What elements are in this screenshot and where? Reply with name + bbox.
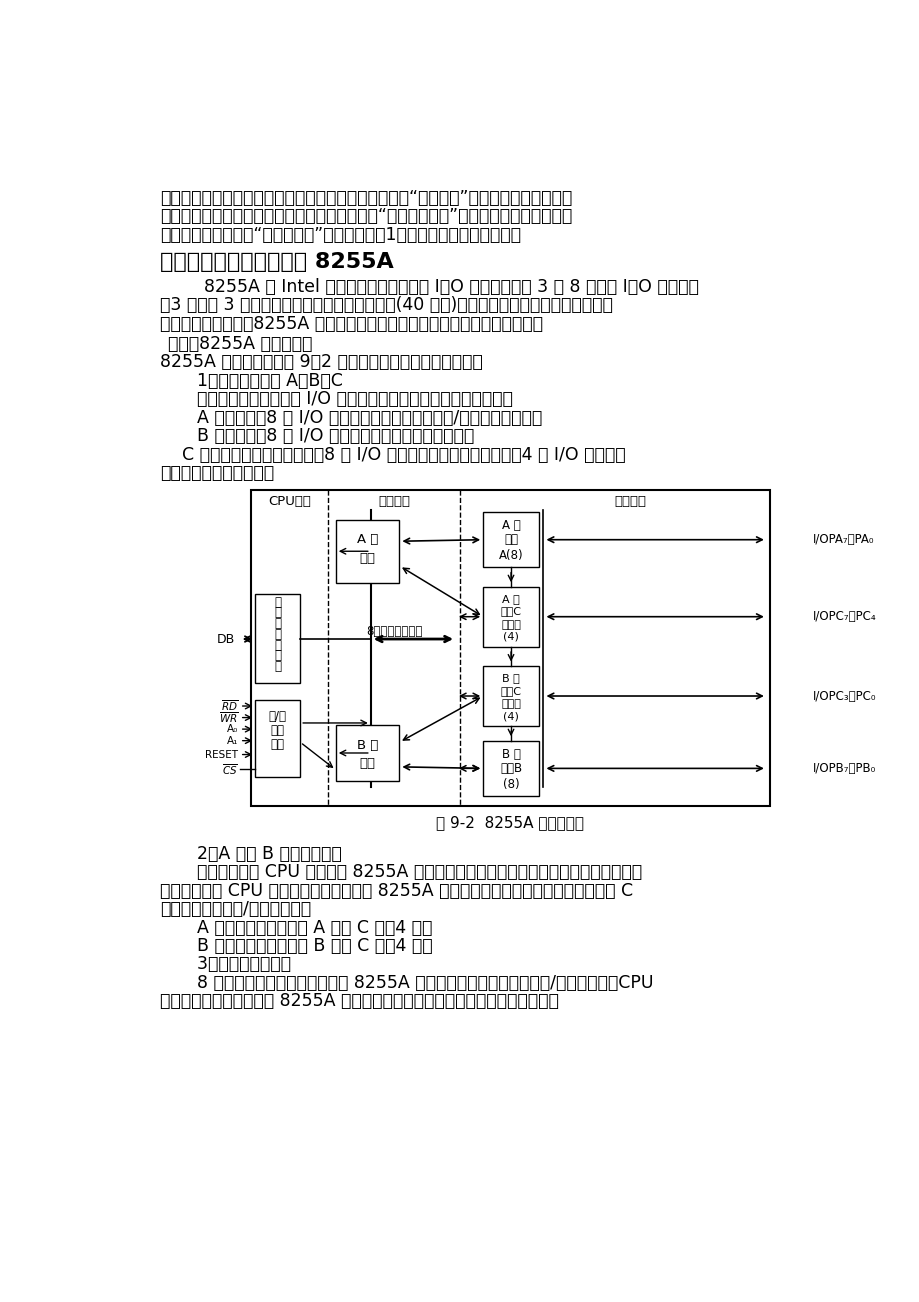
Text: 控制: 控制 xyxy=(359,758,375,771)
Text: 用灵活、通用性强。8255A 可作为单片机与多种外设连接时的中间接口电路。: 用灵活、通用性强。8255A 可作为单片机与多种外设连接时的中间接口电路。 xyxy=(160,315,542,333)
Text: 器，可以根据 CPU 送来的编程命令来控制 8255A 的工作方式，也可以根据编程命令来对 C: 器，可以根据 CPU 送来的编程命令来控制 8255A 的工作方式，也可以根据编… xyxy=(160,881,632,900)
Text: I/OPB₇～PB₀: I/OPB₇～PB₀ xyxy=(811,762,875,775)
Text: 控制: 控制 xyxy=(359,552,375,565)
Text: I/OPC₇～PC₄: I/OPC₇～PC₄ xyxy=(811,611,875,624)
Bar xyxy=(482,512,539,568)
Text: 2．A 组和 B 组的控制电路: 2．A 组和 B 组的控制电路 xyxy=(176,845,342,863)
Text: A₁: A₁ xyxy=(227,736,238,746)
Text: 外部接口: 外部接口 xyxy=(614,495,646,508)
Text: A 组: A 组 xyxy=(501,519,520,533)
Bar xyxy=(482,667,539,727)
Text: $\overline{CS}$: $\overline{CS}$ xyxy=(222,762,238,776)
Text: 总: 总 xyxy=(274,617,281,630)
Text: 8255A 的内部结构如图 9－2 所示，主要包括以下几个部分：: 8255A 的内部结构如图 9－2 所示，主要包括以下几个部分： xyxy=(160,353,482,371)
Text: 线: 线 xyxy=(274,628,281,641)
Text: （一）8255A 的内部结构: （一）8255A 的内部结构 xyxy=(167,335,312,353)
Text: 1．三个数据端口 A，B，C: 1．三个数据端口 A，B，C xyxy=(176,372,343,389)
Text: 口的指定位进行置/复位的操作。: 口的指定位进行置/复位的操作。 xyxy=(160,900,311,918)
Text: 冲: 冲 xyxy=(274,650,281,663)
Text: 器: 器 xyxy=(274,660,281,673)
Text: $\overline{RD}$: $\overline{RD}$ xyxy=(221,699,238,713)
Text: 端口: 端口 xyxy=(504,534,517,547)
Bar xyxy=(250,491,769,806)
Text: A 口：独立的8 位 I/O 口，它的内部有对数据输入/输出的锁存功能。: A 口：独立的8 位 I/O 口，它的内部有对数据输入/输出的锁存功能。 xyxy=(176,409,542,427)
Bar xyxy=(482,741,539,796)
Text: 位，并且将数据送往外设，同时，接口往外设发送一个“启动信号”来启动外设接收数据。: 位，并且将数据送往外设，同时，接口往外设发送一个“启动信号”来启动外设接收数据。 xyxy=(160,189,572,207)
Text: 控制: 控制 xyxy=(270,724,285,737)
Text: 8255A 是 Intel 公司生产的可编程并行 I／O 接口芯片，有 3 个 8 位并行 I／O 接口，具: 8255A 是 Intel 公司生产的可编程并行 I／O 接口芯片，有 3 个 … xyxy=(160,277,698,296)
Text: B 组: B 组 xyxy=(502,673,519,684)
Text: 下半部: 下半部 xyxy=(501,699,520,710)
Text: B 口：独立的8 位 I/O 口，仅对输出数据的锁存功能。: B 口：独立的8 位 I/O 口，仅对输出数据的锁存功能。 xyxy=(176,427,474,445)
Text: (4): (4) xyxy=(503,631,518,642)
Text: RESET: RESET xyxy=(205,750,238,759)
Text: 3．数据总线缓冲器: 3．数据总线缓冲器 xyxy=(176,956,291,974)
Text: A 组: A 组 xyxy=(357,534,378,547)
Text: (4): (4) xyxy=(503,711,518,721)
Bar xyxy=(482,587,539,647)
Text: 数: 数 xyxy=(274,595,281,608)
Text: 有3 个通道 3 种工作方式的可编程并行接口芯片(40 引脚)。其各接口功能可由软件选择，使: 有3 个通道 3 种工作方式的可编程并行接口芯片(40 引脚)。其各接口功能可由… xyxy=(160,297,612,314)
Bar xyxy=(335,725,399,781)
Text: 便将状态寄存器中的“输出准备好”状态位重新置1，以便则输出下一个数据。: 便将状态寄存器中的“输出准备好”状态位重新置1，以便则输出下一个数据。 xyxy=(160,225,520,243)
Text: 外设被启动后，开始接收数据，并往接口发一个“数据输出回答”信号。接口收到此信号，: 外设被启动后，开始接收数据，并往接口发一个“数据输出回答”信号。接口收到此信号， xyxy=(160,207,572,225)
Text: 三、可编程并行接口芯片 8255A: 三、可编程并行接口芯片 8255A xyxy=(160,251,393,272)
Text: C 口：可以看作是一个独立的8 位 I/O 口；也可以看作是两个独立的4 位 I/O 口。也是: C 口：可以看作是一个独立的8 位 I/O 口；也可以看作是两个独立的4 位 I… xyxy=(160,445,625,464)
Text: 8 位的双向的三态缓冲器。作为 8255A 与系统总线连接的界面，输入/输出的数据，CPU: 8 位的双向的三态缓冲器。作为 8255A 与系统总线连接的界面，输入/输出的数… xyxy=(176,974,653,992)
Text: A₀: A₀ xyxy=(227,724,238,734)
Text: 的编程命令以及外设通过 8255A 传送的工作状态等信息，都是通过它来传输的。: 的编程命令以及外设通过 8255A 传送的工作状态等信息，都是通过它来传输的。 xyxy=(160,992,558,1010)
Text: 这是两组根据 CPU 命令控制 8255A 工作方式的电路，这些控制电路内部设有控制寄存: 这是两组根据 CPU 命令控制 8255A 工作方式的电路，这些控制电路内部设有… xyxy=(176,863,641,881)
Text: B 组: B 组 xyxy=(501,749,520,762)
Text: 读/写: 读/写 xyxy=(268,711,287,724)
Bar xyxy=(255,595,300,684)
Text: 8位内部数据总线: 8位内部数据总线 xyxy=(366,625,422,638)
Text: 据: 据 xyxy=(274,607,281,620)
Text: 缓: 缓 xyxy=(274,639,281,652)
Text: 逻辑: 逻辑 xyxy=(270,738,285,751)
Text: 图 9-2  8255A 的编程结构: 图 9-2 8255A 的编程结构 xyxy=(436,815,584,831)
Text: DB: DB xyxy=(217,633,235,646)
Text: 仅对输出数据进行锁存。: 仅对输出数据进行锁存。 xyxy=(160,465,274,482)
Text: B 组控制电路用来控制 B 口及 C 口的4 位。: B 组控制电路用来控制 B 口及 C 口的4 位。 xyxy=(176,937,433,956)
Text: $\overline{WR}$: $\overline{WR}$ xyxy=(219,710,238,725)
Text: A 组控制电路用来控制 A 口及 C 口的4 位；: A 组控制电路用来控制 A 口及 C 口的4 位； xyxy=(176,918,432,936)
Text: A 组: A 组 xyxy=(502,594,519,604)
Text: 端口C: 端口C xyxy=(500,607,521,616)
Text: B 组: B 组 xyxy=(357,738,378,751)
Text: 端口C: 端口C xyxy=(500,686,521,695)
Text: 这三个端口均可看作是 I/O 口，但它们的结构和功能也稍有不同。: 这三个端口均可看作是 I/O 口，但它们的结构和功能也稍有不同。 xyxy=(176,391,513,409)
Text: (8): (8) xyxy=(502,779,518,792)
Text: 端口B: 端口B xyxy=(499,762,521,775)
Bar xyxy=(335,519,399,583)
Text: A(8): A(8) xyxy=(498,549,523,562)
Text: 内部逻辑: 内部逻辑 xyxy=(378,495,410,508)
Bar xyxy=(255,700,300,777)
Text: I/OPA₇～PA₀: I/OPA₇～PA₀ xyxy=(811,534,873,547)
Text: I/OPC₃～PC₀: I/OPC₃～PC₀ xyxy=(811,690,875,703)
Text: 上半部: 上半部 xyxy=(501,620,520,630)
Text: CPU接口: CPU接口 xyxy=(267,495,311,508)
